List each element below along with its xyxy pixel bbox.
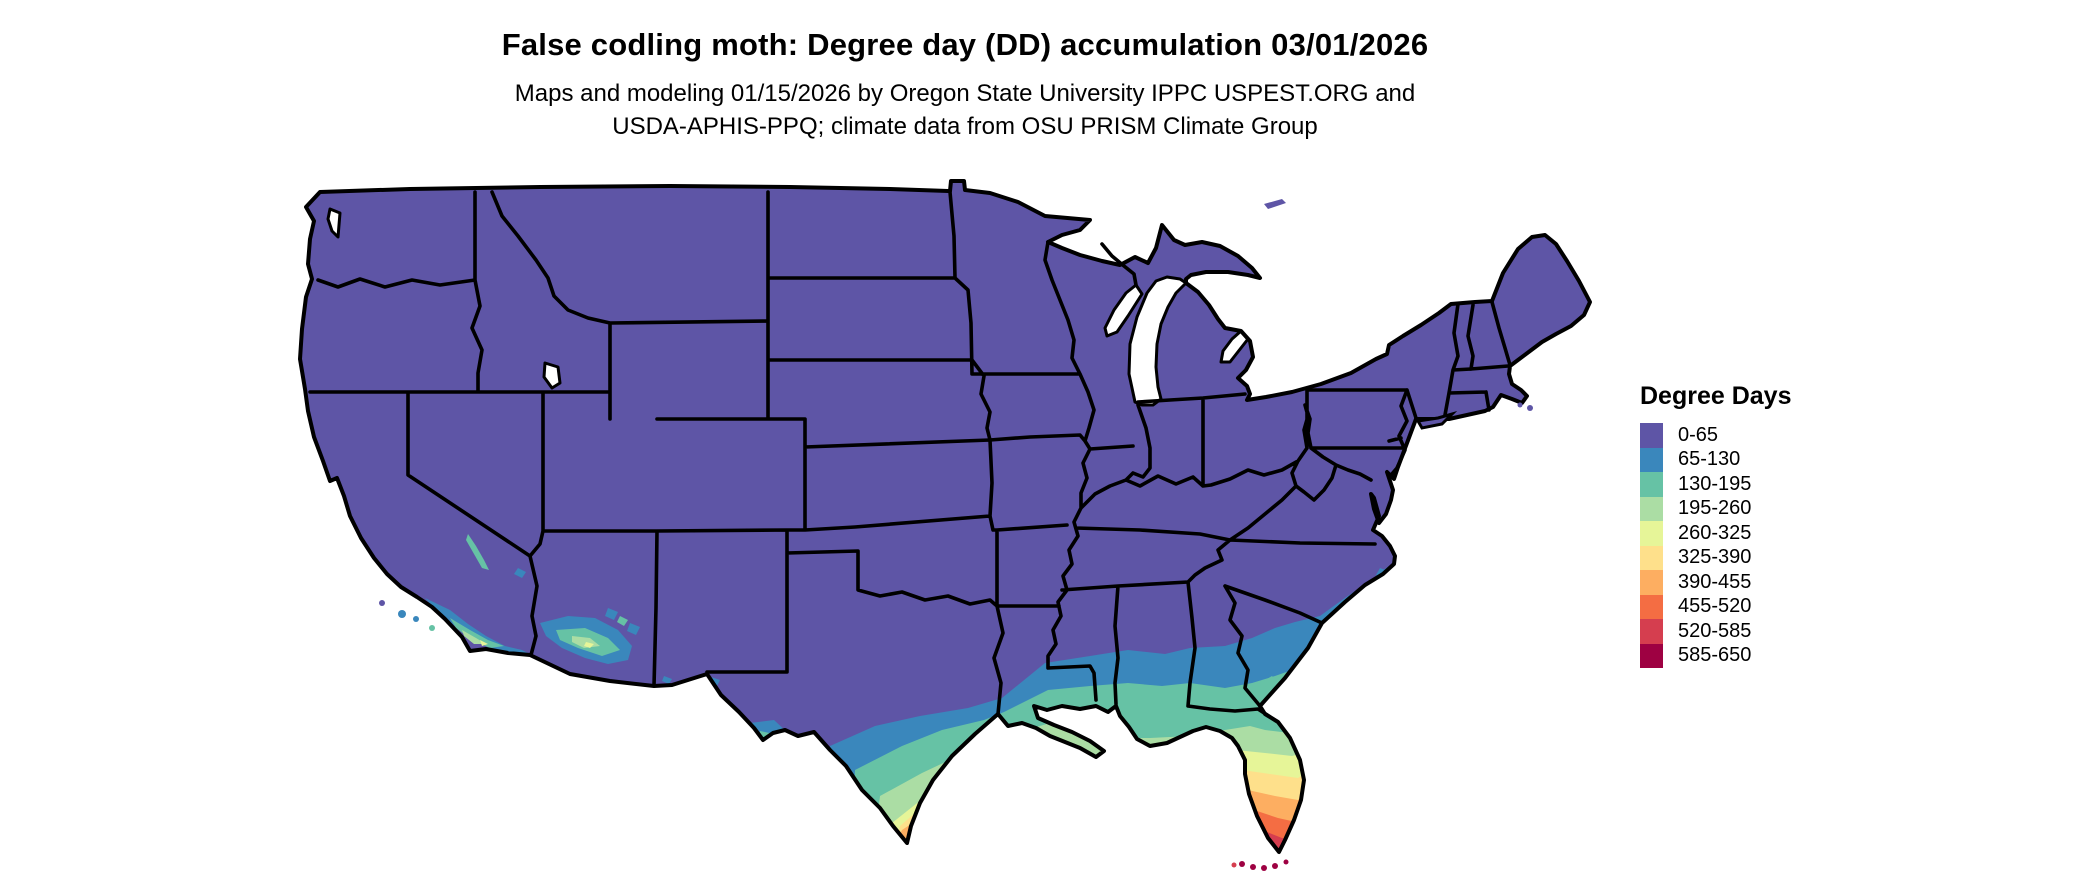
- legend-swatch: [1640, 619, 1663, 644]
- florida-keys-2: [1239, 861, 1245, 867]
- legend-swatch: [1640, 423, 1663, 448]
- florida-keys-6: [1283, 859, 1289, 865]
- us-map-container: [290, 178, 1630, 888]
- legend-label: 65-130: [1678, 448, 1741, 471]
- legend-swatch: [1640, 496, 1663, 521]
- legend-item: 585-650: [1640, 643, 1920, 668]
- patch-georgia-coast-teal: [1245, 676, 1278, 698]
- legend-label: 195-260: [1678, 497, 1752, 520]
- legend-label: 585-650: [1678, 644, 1752, 667]
- legend-item: 195-260: [1640, 496, 1920, 521]
- florida-keys-4: [1261, 865, 1267, 871]
- legend-item: 260-325: [1640, 521, 1920, 546]
- legend-item: 325-390: [1640, 545, 1920, 570]
- patch-socal-green: [462, 630, 486, 644]
- legend-label: 390-455: [1678, 570, 1752, 593]
- channel-island-4: [429, 625, 435, 631]
- legend-item: 65-130: [1640, 447, 1920, 472]
- legend-swatch: [1640, 472, 1663, 497]
- nantucket: [1527, 405, 1533, 411]
- channel-island-3: [413, 616, 419, 622]
- puget-sound: [326, 207, 342, 239]
- us-degree-day-map: [298, 179, 1592, 871]
- channel-island-2: [398, 610, 406, 618]
- long-island: [1415, 410, 1458, 430]
- great-salt-lake: [542, 361, 562, 390]
- legend-item: 520-585: [1640, 619, 1920, 644]
- isle-royale: [1264, 199, 1286, 209]
- patch-vegas: [514, 568, 526, 578]
- marthas-vineyard: [1517, 402, 1523, 408]
- legend-swatch: [1640, 521, 1663, 546]
- florida-keys-5: [1272, 863, 1278, 869]
- legend-item: 130-195: [1640, 472, 1920, 497]
- legend: Degree Days 0-65 65-130 130-195 195-260 260-…: [1640, 382, 1920, 668]
- header: False codling moth: Degree day (DD) accu…: [0, 0, 1930, 143]
- band-390-455: [898, 790, 1302, 852]
- legend-label: 520-585: [1678, 619, 1752, 642]
- subtitle-line-2: USDA-APHIS-PPQ; climate data from OSU PR…: [612, 113, 1318, 140]
- legend-label: 455-520: [1678, 595, 1752, 618]
- legend-label: 0-65: [1678, 423, 1719, 446]
- florida-keys-1: [1231, 862, 1237, 868]
- map-title: False codling moth: Degree day (DD) accu…: [501, 27, 1429, 62]
- patch-socal-blue: [425, 598, 530, 656]
- green-bay: [1103, 283, 1144, 338]
- band-325-390: [890, 770, 1304, 852]
- legend-swatch: [1640, 643, 1663, 668]
- legend-swatch: [1640, 447, 1663, 472]
- state-borders: [308, 190, 1512, 724]
- patch-yuma-pale: [584, 642, 594, 648]
- legend-label: 260-325: [1678, 521, 1752, 544]
- patch-owens-valley: [466, 534, 489, 570]
- legend-item: 455-520: [1640, 594, 1920, 619]
- legend-label: 325-390: [1678, 546, 1752, 569]
- legend-swatch: [1640, 570, 1663, 595]
- subtitle-line-1: Maps and modeling 01/15/2026 by Oregon S…: [514, 80, 1416, 107]
- florida-keys-3: [1250, 864, 1256, 870]
- legend-item: 0-65: [1640, 423, 1920, 448]
- legend-swatch: [1640, 545, 1663, 570]
- patch-arizona-teal: [556, 616, 628, 656]
- patch-socal-pale: [480, 640, 488, 646]
- channel-island-1: [379, 600, 385, 606]
- legend-rows: 0-65 65-130 130-195 195-260 260-325 325-390 39…: [1640, 423, 1920, 668]
- legend-swatch: [1640, 594, 1663, 619]
- legend-title: Degree Days: [1640, 382, 1792, 410]
- map-subtitle: Maps and modeling 01/15/2026 by Oregon S…: [0, 77, 1930, 143]
- islands: [379, 199, 1533, 871]
- legend-label: 130-195: [1678, 472, 1752, 495]
- legend-item: 390-455: [1640, 570, 1920, 595]
